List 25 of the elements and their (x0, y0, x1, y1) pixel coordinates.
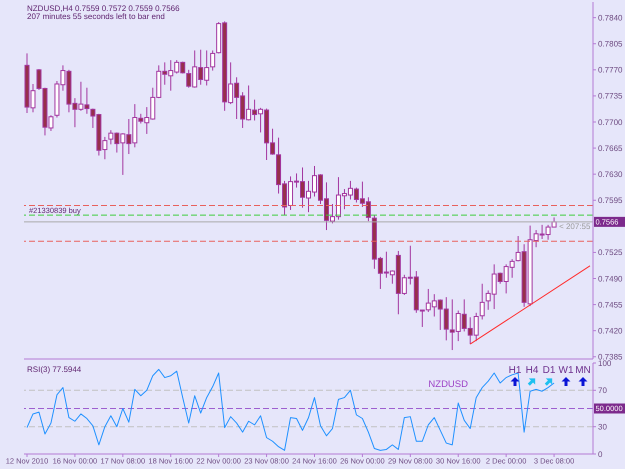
y-tick-label: 0 (598, 450, 603, 459)
annotation: H4 (526, 365, 539, 376)
y-tick-label: 0.7630 (598, 170, 624, 179)
y-tick-label: 0.7490 (598, 274, 624, 284)
annotation: D1 (542, 365, 556, 376)
y-tick-label: 0.7595 (598, 196, 624, 206)
y-tick-label: 0.7735 (598, 92, 624, 101)
text: 207 minutes 55 seconds left to bar end (27, 12, 165, 21)
y-tick-label: 0.7770 (598, 66, 624, 75)
annotation: W1 (558, 365, 574, 376)
y-tick-label: 0.7805 (598, 40, 624, 49)
y-tick-label: 0.7840 (598, 13, 624, 22)
y-tick-label: 0.7455 (598, 300, 624, 310)
y-tick-label: 70 (598, 386, 608, 396)
y-tick-label: 0.7665 (598, 144, 624, 153)
annotation: H1 (508, 365, 522, 376)
y-tick-label: 30 (598, 422, 608, 432)
y-tick-label: 0.7525 (598, 248, 624, 258)
y-tick-label: 0.7700 (598, 118, 624, 127)
annotation: NZDUSD (428, 379, 468, 390)
annotation: MN (575, 365, 591, 376)
annotation: < 207:55 (559, 222, 591, 231)
y-tick-label: 0.7420 (598, 326, 624, 336)
chart-title: NZDUSD,H4 0.7559 0.7572 0.7559 0.7566 (27, 4, 180, 13)
chart-title: RSI(3) 77.5944 (27, 365, 82, 374)
